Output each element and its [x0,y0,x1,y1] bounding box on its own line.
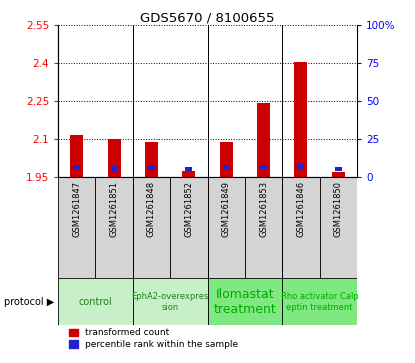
Text: GSM1261848: GSM1261848 [147,181,156,237]
Text: protocol ▶: protocol ▶ [4,297,54,307]
Bar [334,167,342,171]
Bar [294,62,308,177]
Text: EphA2-overexpres
sion: EphA2-overexpres sion [132,292,209,311]
Text: GSM1261846: GSM1261846 [296,181,305,237]
Title: GDS5670 / 8100655: GDS5670 / 8100655 [140,11,275,24]
Text: GSM1261849: GSM1261849 [222,181,231,237]
Bar [145,142,158,177]
Bar [282,177,320,278]
Bar [222,166,230,170]
Bar [282,278,357,325]
Text: GSM1261852: GSM1261852 [184,181,193,237]
Bar [58,278,133,325]
Text: GSM1261850: GSM1261850 [334,181,343,237]
Text: control: control [78,297,112,307]
Bar [110,166,118,171]
Bar [297,164,305,169]
Bar [170,177,208,278]
Bar [208,278,282,325]
Bar [185,167,193,171]
Bar [332,172,345,177]
Legend: transformed count, percentile rank within the sample: transformed count, percentile rank withi… [68,329,238,349]
Text: GSM1261851: GSM1261851 [110,181,119,237]
Text: GSM1261853: GSM1261853 [259,181,268,237]
Bar [148,166,155,170]
Bar [107,139,121,177]
Bar [320,177,357,278]
Bar [95,177,133,278]
Bar [133,278,208,325]
Bar [260,165,267,169]
Bar [220,142,233,177]
Bar [133,177,170,278]
Bar [182,171,195,177]
Text: Ilomastat
treatment: Ilomastat treatment [213,288,276,316]
Bar [208,177,245,278]
Text: Rho activator Calp
eptin treatment: Rho activator Calp eptin treatment [281,292,359,311]
Bar [257,103,270,177]
Bar [70,135,83,177]
Bar [245,177,282,278]
Bar [58,177,95,278]
Bar [73,165,81,169]
Text: GSM1261847: GSM1261847 [72,181,81,237]
